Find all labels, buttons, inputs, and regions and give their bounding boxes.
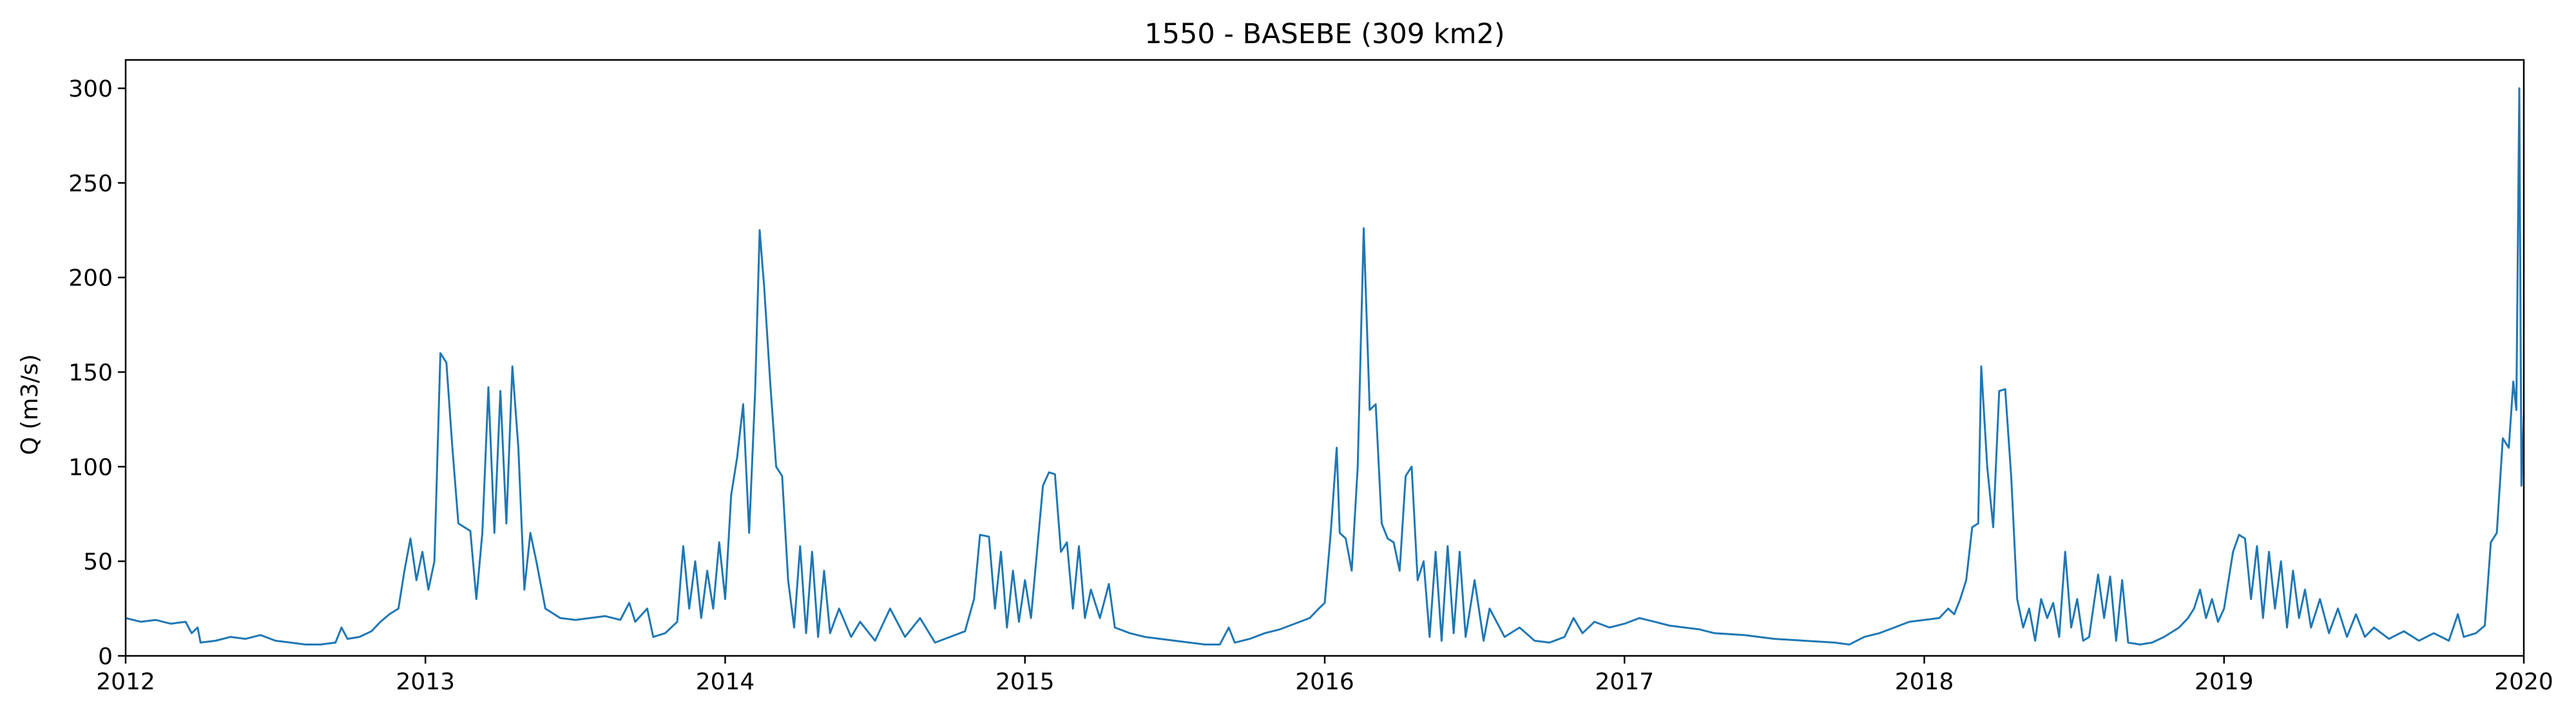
x-tick-label: 2020	[2494, 669, 2553, 695]
y-tick-label: 300	[68, 76, 113, 102]
y-tick-label: 50	[83, 549, 113, 575]
chart-title: 1550 - BASEBE (309 km2)	[1144, 18, 1504, 50]
x-tick-label: 2015	[995, 669, 1055, 695]
y-axis: 0 50 100 150 200 250 300	[68, 76, 126, 670]
y-tick-label: 100	[68, 454, 113, 481]
plot-frame	[124, 59, 2525, 657]
x-tick-label: 2018	[1895, 669, 1954, 695]
x-tick-label: 2013	[396, 669, 455, 695]
x-tick-label: 2014	[696, 669, 755, 695]
y-tick-label: 150	[68, 360, 113, 387]
y-axis-label: Q (m3/s)	[17, 354, 43, 455]
y-tick-label: 250	[68, 171, 113, 197]
plot-area	[125, 87, 2525, 646]
series-line-0	[125, 87, 2525, 646]
y-tick-label: 200	[68, 265, 113, 292]
x-axis: 2012 2013 2014 2015 2016 2017 2018 2019 2020	[96, 656, 2553, 695]
x-tick-label: 2019	[2195, 669, 2254, 695]
y-tick-label: 0	[98, 644, 113, 670]
x-tick-label: 2012	[96, 669, 155, 695]
x-tick-label: 2016	[1295, 669, 1354, 695]
x-tick-label: 2017	[1595, 669, 1654, 695]
